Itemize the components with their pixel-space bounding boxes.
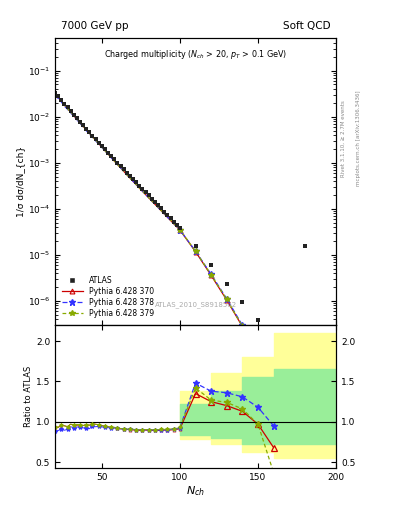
- X-axis label: $N_{ch}$: $N_{ch}$: [186, 484, 205, 498]
- Y-axis label: 1/σ dσ/dN_{ch}: 1/σ dσ/dN_{ch}: [16, 146, 25, 217]
- Text: Charged multiplicity ($N_{ch}$ > 20, $p_T$ > 0.1 GeV): Charged multiplicity ($N_{ch}$ > 20, $p_…: [104, 49, 287, 61]
- Text: 7000 GeV pp: 7000 GeV pp: [61, 21, 128, 31]
- Text: Soft QCD: Soft QCD: [283, 21, 331, 31]
- Legend: ATLAS, Pythia 6.428 370, Pythia 6.428 378, Pythia 6.428 379: ATLAS, Pythia 6.428 370, Pythia 6.428 37…: [62, 275, 154, 318]
- Text: Rivet 3.1.10, ≥ 2.7M events: Rivet 3.1.10, ≥ 2.7M events: [341, 100, 346, 177]
- Text: ATLAS_2010_S8918562: ATLAS_2010_S8918562: [154, 301, 237, 308]
- Y-axis label: Ratio to ATLAS: Ratio to ATLAS: [24, 366, 33, 428]
- Text: mcplots.cern.ch [arXiv:1306.3436]: mcplots.cern.ch [arXiv:1306.3436]: [356, 91, 361, 186]
